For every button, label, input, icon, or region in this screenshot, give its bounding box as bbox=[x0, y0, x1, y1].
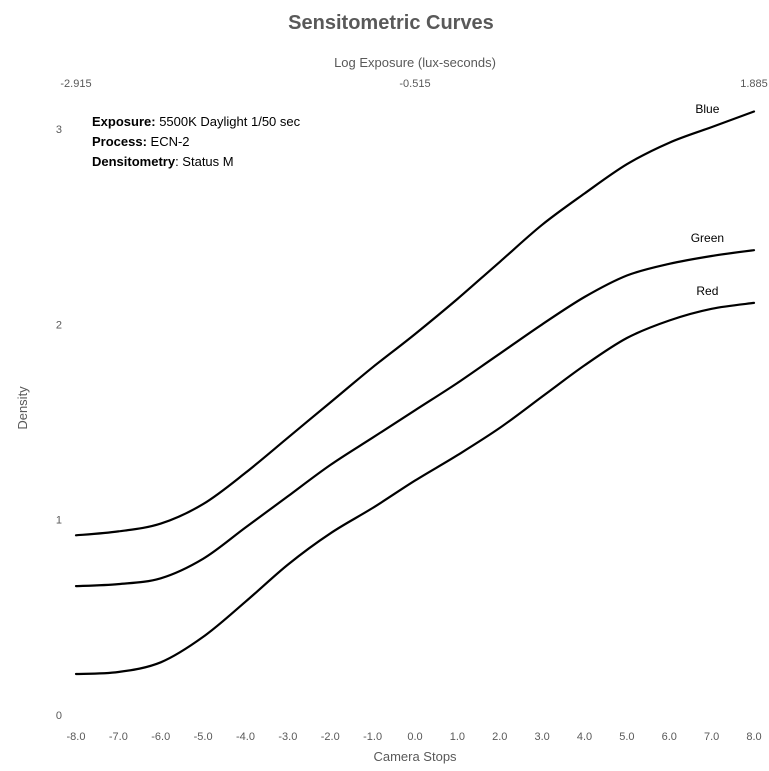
x2-tick-label: 1.885 bbox=[740, 78, 768, 90]
secondary-x-axis-title: Log Exposure (lux-seconds) bbox=[334, 55, 496, 70]
info-process-label: Process: bbox=[92, 134, 147, 149]
series-label-green: Green bbox=[691, 231, 724, 245]
info-annotation: Exposure: 5500K Daylight 1/50 sec Proces… bbox=[92, 114, 301, 169]
x-tick-label: -1.0 bbox=[363, 731, 382, 743]
info-process-value: ECN-2 bbox=[147, 134, 190, 149]
x-tick-label: 1.0 bbox=[450, 731, 465, 743]
y-tick-label: 0 bbox=[56, 710, 62, 722]
x-tick-label: -8.0 bbox=[67, 731, 86, 743]
info-densitometry-value: : Status M bbox=[175, 154, 234, 169]
info-exposure-label: Exposure: bbox=[92, 114, 156, 129]
series-labels: Blue Green Red bbox=[691, 102, 724, 298]
x2-tick-label: -2.915 bbox=[60, 78, 91, 90]
x-tick-label: 3.0 bbox=[534, 731, 549, 743]
x-tick-label: 8.0 bbox=[746, 731, 761, 743]
x-tick-label: -2.0 bbox=[321, 731, 340, 743]
y-tick-label: 2 bbox=[56, 319, 62, 331]
x-tick-label: 5.0 bbox=[619, 731, 634, 743]
y-axis-ticks: 0 1 2 3 bbox=[56, 124, 62, 722]
x-axis-ticks: -8.0 -7.0 -6.0 -5.0 -4.0 -3.0 -2.0 -1.0 0.0 1.0 2.… bbox=[67, 731, 762, 743]
chart-title: Sensitometric Curves bbox=[288, 12, 494, 34]
series-curve-blue bbox=[74, 110, 756, 537]
x-tick-label: 0.0 bbox=[407, 731, 422, 743]
x2-tick-label: -0.515 bbox=[399, 78, 430, 90]
x-tick-label: -6.0 bbox=[151, 731, 170, 743]
x-tick-label: -7.0 bbox=[109, 731, 128, 743]
series-label-blue: Blue bbox=[695, 102, 719, 116]
x-tick-label: 4.0 bbox=[577, 731, 592, 743]
x-axis-title: Camera Stops bbox=[373, 749, 457, 764]
series-curve-red bbox=[74, 301, 756, 676]
info-densitometry-label: Densitometry bbox=[92, 154, 176, 169]
x-tick-label: -3.0 bbox=[278, 731, 297, 743]
x-tick-label: -4.0 bbox=[236, 731, 255, 743]
secondary-x-axis-ticks: -2.915 -0.515 1.885 bbox=[60, 78, 767, 90]
info-process: Process: ECN-2 bbox=[92, 134, 190, 149]
x-tick-label: 2.0 bbox=[492, 731, 507, 743]
info-exposure-value: 5500K Daylight 1/50 sec bbox=[156, 114, 301, 129]
x-tick-label: -5.0 bbox=[194, 731, 213, 743]
info-densitometry: Densitometry: Status M bbox=[92, 154, 234, 169]
y-tick-label: 3 bbox=[56, 124, 62, 136]
y-axis-title: Density bbox=[15, 386, 30, 430]
series-label-red: Red bbox=[696, 284, 718, 298]
series-curves bbox=[74, 110, 756, 676]
x-tick-label: 6.0 bbox=[662, 731, 677, 743]
x-tick-label: 7.0 bbox=[704, 731, 719, 743]
info-exposure: Exposure: 5500K Daylight 1/50 sec bbox=[92, 114, 301, 129]
series-curve-green bbox=[74, 249, 756, 588]
y-tick-label: 1 bbox=[56, 515, 62, 527]
